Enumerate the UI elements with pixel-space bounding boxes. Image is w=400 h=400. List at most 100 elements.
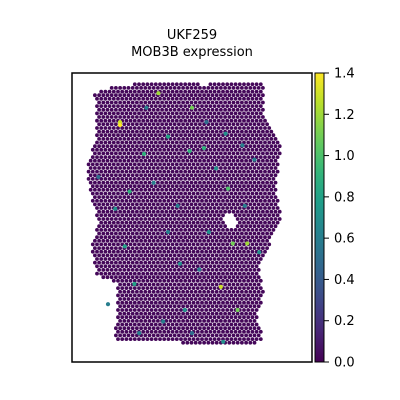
tissue-spot [208,264,213,269]
tissue-spot [231,86,236,90]
tissue-spot [151,238,156,243]
tissue-spot [132,264,137,269]
tissue-spot [185,268,190,272]
tissue-spot [124,337,129,341]
tissue-spot [183,322,188,327]
tissue-spot [143,173,148,178]
tissue-spot [189,100,194,105]
tissue-spot [168,144,173,149]
tissue-spot [107,191,112,196]
tissue-spot [275,162,280,167]
tissue-spot [160,151,165,156]
tissue-spot [252,107,257,112]
tissue-spot [250,257,255,261]
tissue-spot [210,151,215,156]
tissue-spot [210,166,215,170]
tissue-spot [181,166,186,170]
tissue-spot [160,275,165,280]
tissue-spot [185,231,190,236]
tissue-spot [172,260,177,265]
tissue-spot [240,195,244,200]
tissue-spot [170,315,175,320]
tissue-spot [200,308,204,312]
tissue-spot [227,246,232,251]
tissue-spot [265,137,269,141]
tissue-spot [128,213,133,218]
tissue-spot [271,133,276,138]
expression-spot [161,319,166,324]
tissue-spot [158,198,162,203]
tissue-spot [111,213,116,218]
tissue-spot [99,147,104,152]
tissue-spot [216,264,221,269]
tissue-spot [105,275,110,280]
tissue-spot [122,333,127,338]
tissue-spot [229,315,234,320]
tissue-spot [122,100,127,105]
tissue-spot [250,162,255,167]
tissue-spot [223,297,228,301]
tissue-spot [147,93,152,98]
tissue-spot [162,111,167,116]
tissue-spot [141,191,146,196]
tissue-spot [195,82,200,87]
expression-spot [204,120,209,125]
tissue-spot [141,155,146,160]
tissue-spot [141,329,146,334]
tissue-spot [103,271,108,276]
tissue-spot [242,104,246,108]
tissue-spot [147,144,152,149]
tissue-spot [191,118,196,123]
tissue-spot [118,289,122,294]
tissue-spot [256,158,261,163]
tissue-spot [93,158,97,163]
tissue-spot [116,89,120,94]
tissue-spot [90,198,95,203]
tissue-spot [130,115,135,119]
tissue-spot [97,260,101,265]
tissue-spot [223,231,228,236]
tissue-spot [235,158,240,163]
tissue-spot [277,209,282,214]
tissue-spot [210,217,215,221]
tissue-spot [244,115,249,119]
tissue-spot [172,246,177,251]
tissue-spot [141,278,146,283]
tissue-spot [248,158,253,163]
tissue-spot [223,282,228,287]
tissue-spot [225,169,230,174]
tissue-spot [158,315,162,320]
tissue-spot [95,140,99,145]
tissue-spot [256,217,261,221]
tissue-spot [206,217,211,221]
tissue-spot [269,158,274,163]
tissue-spot [162,278,167,283]
tissue-spot [143,289,148,294]
tissue-spot [99,133,104,138]
tissue-spot [162,198,167,203]
tissue-spot [216,198,221,203]
tissue-spot [126,319,131,323]
tissue-spot [160,246,165,251]
tissue-spot [267,133,272,138]
tissue-spot [212,126,217,130]
expression-spot [165,229,171,235]
tissue-spot [107,184,112,189]
tissue-spot [149,308,154,312]
tissue-spot [147,187,152,192]
tissue-spot [160,187,165,192]
tissue-spot [135,260,139,265]
tissue-spot [177,333,181,338]
tissue-spot [250,213,255,218]
tissue-spot [258,133,263,138]
tissue-spot [111,249,116,254]
tissue-spot [223,202,228,207]
tissue-spot [183,133,188,138]
tissue-spot [206,137,211,141]
tissue-spot [103,155,108,160]
tissue-spot [246,126,251,130]
tissue-spot [212,111,217,116]
tissue-spot [223,268,228,272]
tissue-spot [219,289,223,294]
tissue-spot [130,137,135,141]
